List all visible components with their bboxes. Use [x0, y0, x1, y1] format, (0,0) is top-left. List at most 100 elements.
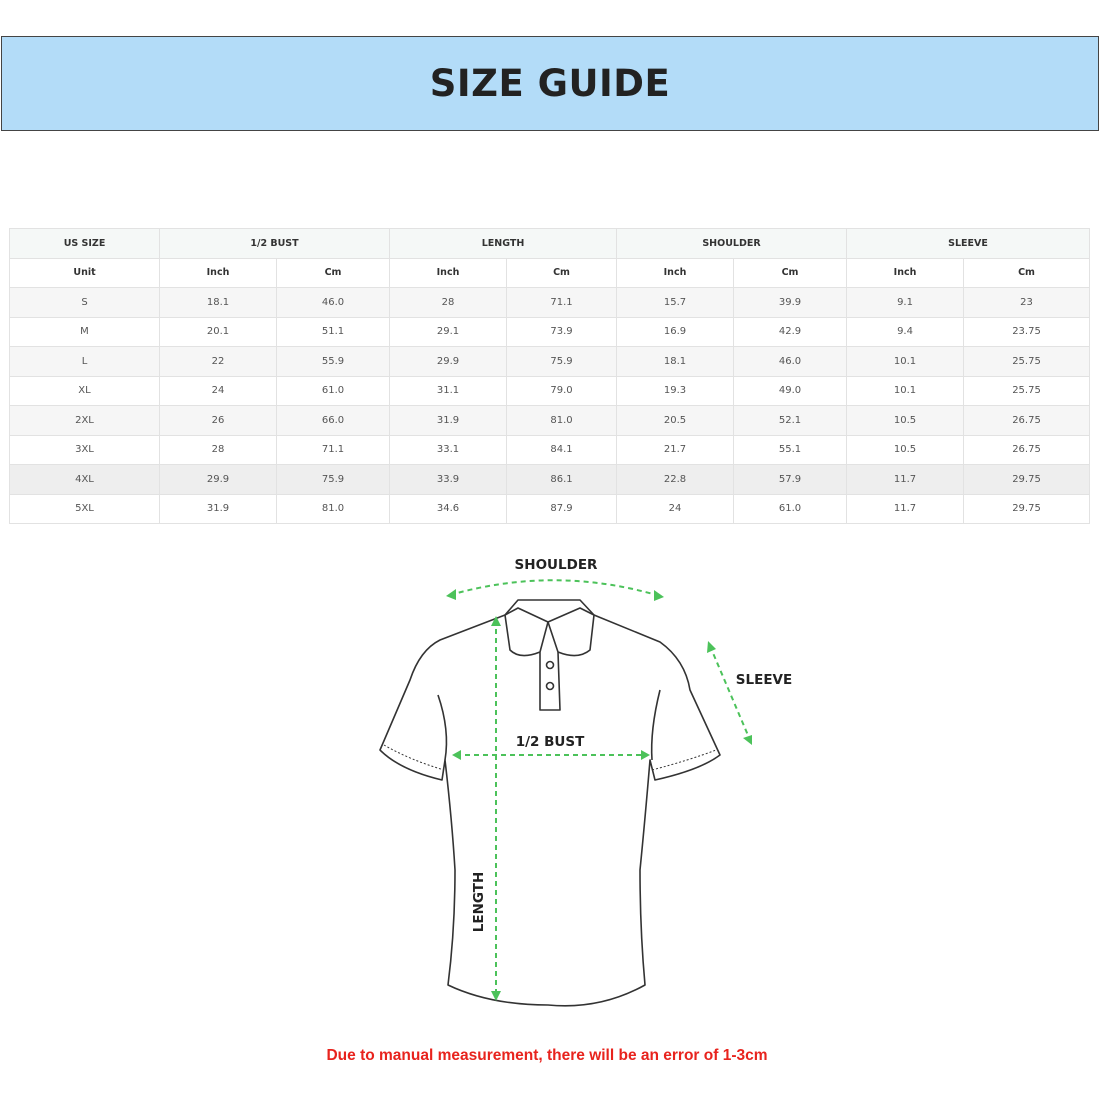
measurement-cell: 24 — [159, 375, 277, 406]
measurement-cell: 39.9 — [732, 287, 848, 318]
size-cell: 2XL — [9, 405, 160, 436]
measurement-cell: 87.9 — [506, 493, 617, 524]
measurement-cell: 15.7 — [616, 287, 734, 318]
measurement-cell: 18.1 — [159, 287, 277, 318]
size-cell: 4XL — [9, 464, 160, 495]
header-unit: Unit — [9, 257, 160, 288]
measurement-cell: 61.0 — [732, 493, 848, 524]
measurement-arrows — [449, 579, 751, 997]
header-unit-cell: Inch — [846, 257, 965, 288]
measurement-cell: 52.1 — [732, 405, 848, 436]
table-row: 2XL 26 66.0 31.9 81.0 20.5 52.1 10.5 26.75 — [9, 405, 1091, 436]
size-cell: M — [9, 316, 160, 347]
header-shoulder: SHOULDER — [615, 228, 848, 259]
size-cell: 3XL — [9, 434, 160, 465]
measurement-cell: 21.7 — [616, 434, 734, 465]
measurement-cell: 22 — [159, 346, 277, 377]
measurement-cell: 9.4 — [846, 316, 965, 347]
measurement-cell: 20.1 — [159, 316, 277, 347]
measurement-cell: 18.1 — [616, 346, 734, 377]
measurement-cell: 84.1 — [506, 434, 617, 465]
measurement-cell: 66.0 — [276, 405, 390, 436]
measurement-cell: 55.1 — [732, 434, 848, 465]
measurement-cell: 26.75 — [963, 405, 1091, 436]
header-unit-cell: Cm — [276, 257, 390, 288]
measurement-cell: 79.0 — [506, 375, 617, 406]
table-row: 4XL 29.9 75.9 33.9 86.1 22.8 57.9 11.7 29.75 — [9, 464, 1091, 495]
measurement-cell: 42.9 — [732, 316, 848, 347]
measurement-cell: 29.75 — [963, 464, 1091, 495]
header-bust: 1/2 BUST — [159, 228, 390, 259]
measurement-cell: 86.1 — [506, 464, 617, 495]
measurement-cell: 11.7 — [846, 493, 965, 524]
measurement-cell: 20.5 — [616, 405, 734, 436]
measurement-cell: 29.9 — [159, 464, 277, 495]
measurement-cell: 34.6 — [389, 493, 507, 524]
page-title: SIZE GUIDE — [429, 62, 671, 105]
measurement-cell: 9.1 — [846, 287, 965, 318]
measurement-cell: 46.0 — [732, 346, 848, 377]
measurement-cell: 23.75 — [963, 316, 1091, 347]
table-row: M 20.1 51.1 29.1 73.9 16.9 42.9 9.4 23.75 — [9, 316, 1091, 347]
measurement-cell: 10.1 — [846, 346, 965, 377]
measurement-cell: 29.75 — [963, 493, 1091, 524]
arrow-heads — [446, 589, 752, 1001]
shirt-outline — [379, 599, 721, 1007]
table-row: L 22 55.9 29.9 75.9 18.1 46.0 10.1 25.75 — [9, 346, 1091, 377]
shoulder-arrow — [449, 579, 661, 597]
title-banner: SIZE GUIDE — [1, 36, 1099, 131]
measurement-cell: 75.9 — [506, 346, 617, 377]
header-length: LENGTH — [389, 228, 617, 259]
measurement-cell: 29.1 — [389, 316, 507, 347]
measurement-cell: 28 — [389, 287, 507, 318]
size-table: US SIZE 1/2 BUST LENGTH SHOULDER SLEEVE … — [9, 228, 1091, 524]
measurement-cell: 24 — [616, 493, 734, 524]
measurement-cell: 29.9 — [389, 346, 507, 377]
header-sleeve: SLEEVE — [846, 228, 1091, 259]
measurement-cell: 33.1 — [389, 434, 507, 465]
measurement-cell: 22.8 — [616, 464, 734, 495]
size-cell: L — [9, 346, 160, 377]
measurement-cell: 16.9 — [616, 316, 734, 347]
table-row: XL 24 61.0 31.1 79.0 19.3 49.0 10.1 25.75 — [9, 375, 1091, 406]
measurement-cell: 26.75 — [963, 434, 1091, 465]
header-unit-cell: Cm — [732, 257, 848, 288]
measurement-cell: 19.3 — [616, 375, 734, 406]
measurement-cell: 23 — [963, 287, 1091, 318]
measurement-cell: 28 — [159, 434, 277, 465]
measurement-cell: 73.9 — [506, 316, 617, 347]
measurement-cell: 51.1 — [276, 316, 390, 347]
measurement-cell: 55.9 — [276, 346, 390, 377]
measurement-cell: 11.7 — [846, 464, 965, 495]
measurement-cell: 81.0 — [276, 493, 390, 524]
header-unit-cell: Inch — [616, 257, 734, 288]
measurement-cell: 10.5 — [846, 434, 965, 465]
shoulder-label: SHOULDER — [515, 557, 598, 573]
sleeve-label: SLEEVE — [736, 672, 792, 688]
measurement-cell: 46.0 — [276, 287, 390, 318]
size-cell: XL — [9, 375, 160, 406]
size-cell: S — [9, 287, 160, 318]
measurement-cell: 26 — [159, 405, 277, 436]
header-unit-cell: Cm — [963, 257, 1091, 288]
sleeve-arrow — [709, 645, 751, 741]
measurement-note: Due to manual measurement, there will be… — [326, 1047, 768, 1064]
measurement-cell: 71.1 — [276, 434, 390, 465]
measurement-cell: 31.1 — [389, 375, 507, 406]
header-us-size: US SIZE — [9, 228, 160, 259]
shirt-diagram: SHOULDER SLEEVE 1/2 BUST LENGTH — [379, 557, 792, 1007]
measurement-cell: 10.1 — [846, 375, 965, 406]
table-row: 5XL 31.9 81.0 34.6 87.9 24 61.0 11.7 29.75 — [9, 493, 1091, 524]
measurement-cell: 31.9 — [159, 493, 277, 524]
measurement-cell: 10.5 — [846, 405, 965, 436]
unit-header-row: Unit Inch Cm Inch Cm Inch Cm Inch Cm — [9, 257, 1091, 288]
measurement-cell: 33.9 — [389, 464, 507, 495]
measurement-cell: 81.0 — [506, 405, 617, 436]
measurement-cell: 25.75 — [963, 346, 1091, 377]
measurement-cell: 61.0 — [276, 375, 390, 406]
table-row: 3XL 28 71.1 33.1 84.1 21.7 55.1 10.5 26.75 — [9, 434, 1091, 465]
measurement-cell: 31.9 — [389, 405, 507, 436]
bust-label: 1/2 BUST — [516, 734, 585, 750]
measurement-cell: 71.1 — [506, 287, 617, 318]
header-unit-cell: Cm — [506, 257, 617, 288]
